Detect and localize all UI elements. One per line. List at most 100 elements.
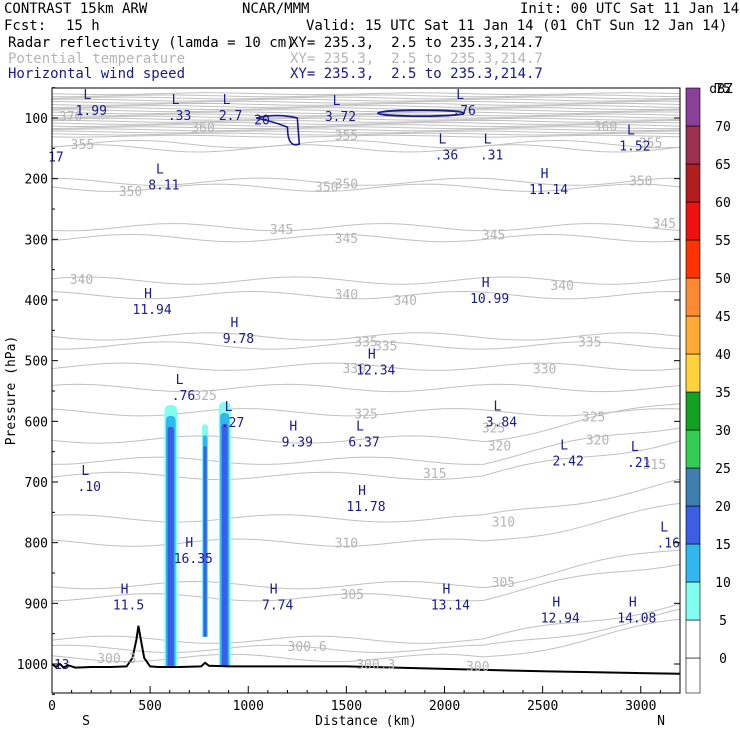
theta-contour-line bbox=[51, 113, 681, 117]
model-title: CONTRAST 15km ARW bbox=[4, 1, 148, 17]
x-tick-label: 1000 bbox=[233, 699, 264, 714]
colorbar-segment bbox=[685, 581, 701, 621]
wind-extremum-type: L bbox=[333, 94, 341, 109]
theta-label: 345 bbox=[270, 223, 293, 238]
theta-contour-line bbox=[51, 94, 681, 98]
field-wind-xy: XY= 235.3, 2.5 to 235.3,214.7 bbox=[290, 66, 543, 82]
y-tick-label: 100 bbox=[25, 112, 48, 127]
field-reflectivity-xy: XY= 235.3, 2.5 to 235.3,214.7 bbox=[290, 35, 543, 51]
wind-extremum-value: .21 bbox=[627, 456, 650, 471]
theta-label: 305 bbox=[492, 576, 515, 591]
forecast-hour: 15 h bbox=[66, 18, 100, 34]
wind-extremum-value: 10.99 bbox=[470, 292, 509, 307]
wind-extremum-type: H bbox=[368, 348, 376, 363]
colorbar-level-label: 5 bbox=[719, 614, 727, 629]
theta-contour-line bbox=[51, 290, 681, 300]
theta-contour-line bbox=[51, 478, 681, 523]
colorbar-segment bbox=[685, 315, 701, 355]
theta-contour-line bbox=[51, 276, 681, 285]
theta-contour-line bbox=[51, 177, 680, 186]
colorbar-level-label: 35 bbox=[715, 386, 731, 401]
theta-contour-line bbox=[51, 223, 681, 232]
wind-extremum-value: .27 bbox=[221, 416, 244, 431]
theta-contour-line bbox=[51, 140, 681, 149]
wind-extremum-type: H bbox=[185, 536, 193, 551]
wind-extremum-type: H bbox=[442, 583, 450, 598]
colorbar-level-label: 45 bbox=[715, 310, 731, 325]
y-tick-label: 700 bbox=[25, 476, 48, 491]
colorbar-level-label: 20 bbox=[715, 500, 731, 515]
theta-contour-line bbox=[51, 126, 680, 130]
theta-contour-line bbox=[51, 98, 681, 102]
x-tick-label: 2000 bbox=[429, 699, 460, 714]
y-tick-label: 800 bbox=[25, 537, 48, 552]
wind-extremum-value: .16 bbox=[656, 537, 679, 552]
theta-label: 320 bbox=[488, 440, 511, 455]
theta-label: 340 bbox=[335, 288, 358, 303]
valid-time: Valid: 15 UTC Sat 11 Jan 14 (01 ChT Sun … bbox=[306, 18, 728, 34]
colorbar-level-label: 0 bbox=[719, 652, 727, 667]
wind-contour-line bbox=[376, 109, 466, 118]
theta-label: 300.6 bbox=[288, 640, 327, 655]
wind-extremum-value: .76 bbox=[452, 104, 475, 119]
wind-extremum-type: L bbox=[172, 93, 180, 108]
field-reflectivity: Radar reflectivity (lamda = 10 cm) bbox=[8, 35, 295, 51]
colorbar-segment bbox=[685, 87, 701, 127]
theta-label: 355 bbox=[335, 129, 358, 144]
colorbar-segment bbox=[685, 505, 701, 545]
terrain-line bbox=[51, 625, 681, 675]
theta-contour-line bbox=[51, 107, 681, 110]
theta-contour-line bbox=[51, 564, 681, 602]
wind-extremum-type: L bbox=[156, 163, 164, 178]
theta-label: 345 bbox=[482, 228, 505, 243]
reflectivity-column bbox=[203, 446, 207, 637]
theta-label: 370 bbox=[59, 110, 82, 125]
theta-label: 355 bbox=[639, 136, 662, 151]
wind-extremum-value: 9.78 bbox=[223, 332, 254, 347]
wind-extremum-type: H bbox=[358, 484, 366, 499]
wind-extremum-value: 1.52 bbox=[619, 139, 650, 154]
wind-extremum-value: 13.14 bbox=[431, 599, 470, 614]
colorbar-segment bbox=[685, 163, 701, 203]
theta-label: 310 bbox=[335, 537, 358, 552]
theta-contour-line bbox=[51, 119, 681, 123]
theta-contour-line bbox=[51, 102, 681, 106]
wind-extremum-value: 2.7 bbox=[219, 109, 242, 124]
reflectivity-column bbox=[167, 426, 174, 666]
theta-label: 300 bbox=[466, 660, 489, 675]
theta-contour-line bbox=[51, 427, 681, 465]
reflectivity-columns bbox=[164, 401, 231, 666]
theta-label: 305 bbox=[341, 588, 364, 603]
theta-contour-line bbox=[51, 341, 681, 350]
wind-extremum-type: L bbox=[83, 88, 91, 103]
colorbar-level-label: 55 bbox=[715, 234, 731, 249]
wind-extremum-value: 3.72 bbox=[325, 110, 356, 125]
wind-extremum-value: .10 bbox=[78, 480, 101, 495]
reflectivity-column bbox=[221, 423, 228, 666]
wind-extremum-value: 9.39 bbox=[282, 435, 313, 450]
wind-extremum-value: 1.99 bbox=[76, 104, 107, 119]
wind-extremum-value: 12.94 bbox=[541, 611, 580, 626]
theta-label: 330 bbox=[342, 362, 365, 377]
colorbar-segment bbox=[685, 277, 701, 317]
wind-extremum-type: L bbox=[456, 88, 464, 103]
wind-extremum-type: L bbox=[439, 132, 447, 147]
theta-label: 335 bbox=[354, 335, 377, 350]
init-time: Init: 00 UTC Sat 11 Jan 14 bbox=[520, 1, 740, 17]
theta-label: 350 bbox=[119, 185, 142, 200]
theta-contour-line bbox=[51, 111, 681, 115]
colorbar-segment bbox=[685, 239, 701, 279]
wind-extremum-value: 11.14 bbox=[529, 183, 568, 198]
theta-label: 350 bbox=[629, 174, 652, 189]
wind-contour-label: 17 bbox=[48, 151, 64, 166]
wind-extremum-value: .33 bbox=[168, 109, 191, 124]
y-tick-label: 900 bbox=[25, 597, 48, 612]
x-tick-label: 1500 bbox=[331, 699, 362, 714]
theta-label: 325 bbox=[482, 421, 505, 436]
wind-contour-line bbox=[255, 114, 301, 146]
wind-extremum-type: L bbox=[627, 123, 635, 138]
theta-label: 345 bbox=[335, 232, 358, 247]
theta-label: 315 bbox=[643, 458, 666, 473]
